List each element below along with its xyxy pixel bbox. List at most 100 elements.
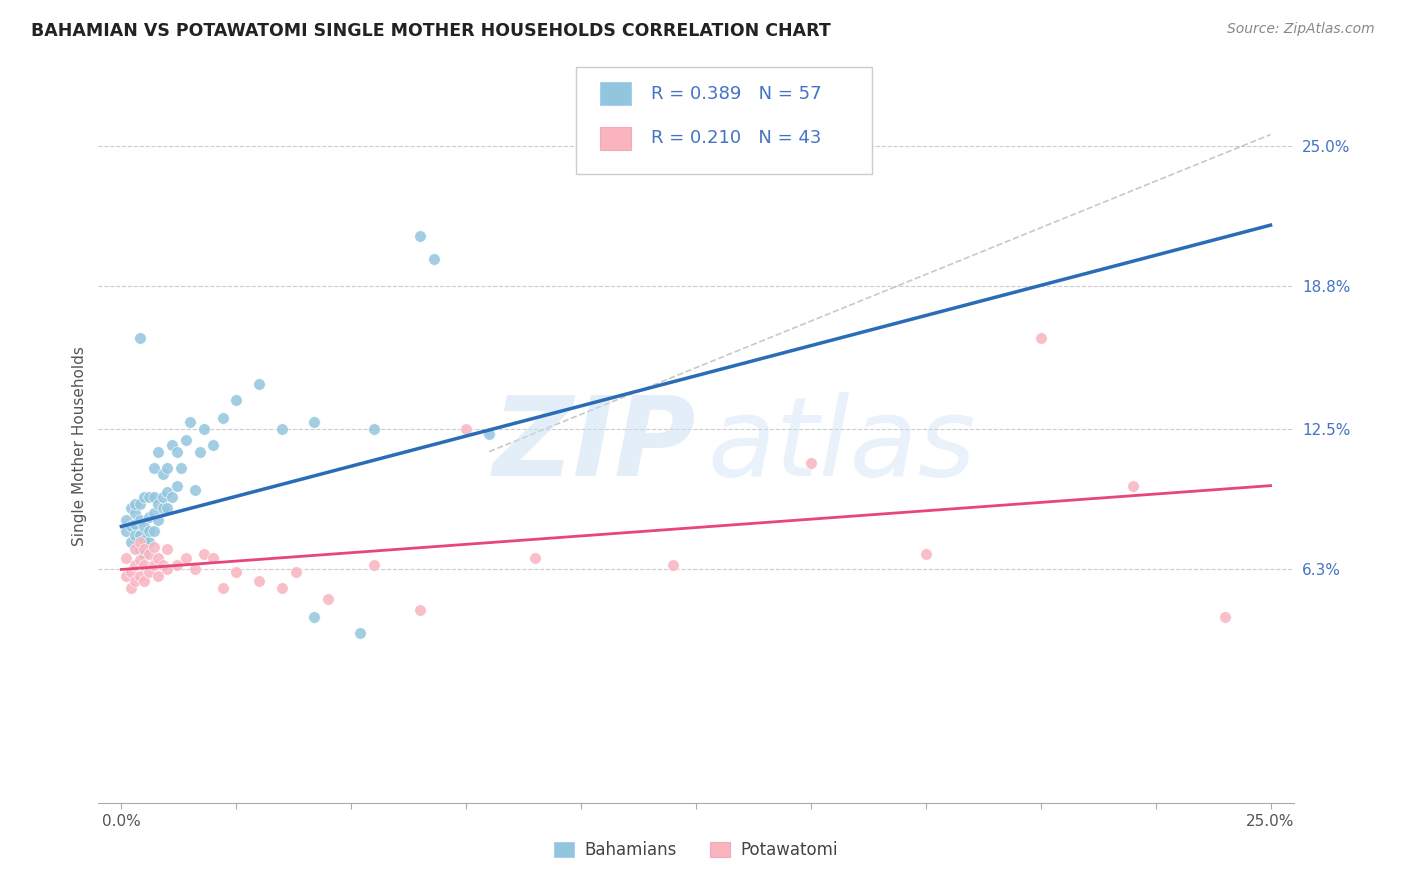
- Point: [124, 542, 146, 557]
- Point: [914, 547, 936, 561]
- Text: ZIP: ZIP: [492, 392, 696, 500]
- Y-axis label: Single Mother Households: Single Mother Households: [72, 346, 87, 546]
- Point: [184, 483, 207, 498]
- Point: [138, 535, 160, 549]
- Text: R = 0.210   N = 43: R = 0.210 N = 43: [651, 129, 821, 147]
- Point: [138, 510, 160, 524]
- Point: [152, 467, 174, 482]
- Point: [142, 460, 165, 475]
- Point: [160, 490, 183, 504]
- Point: [142, 524, 165, 538]
- Point: [134, 574, 156, 588]
- Point: [156, 485, 179, 500]
- Point: [160, 438, 183, 452]
- Text: R = 0.389   N = 57: R = 0.389 N = 57: [651, 85, 821, 103]
- Point: [1122, 478, 1144, 492]
- Point: [138, 490, 160, 504]
- Point: [271, 422, 294, 436]
- Point: [124, 528, 146, 542]
- Point: [120, 501, 142, 516]
- Point: [134, 558, 156, 572]
- Point: [142, 558, 165, 572]
- Point: [120, 535, 142, 549]
- Point: [179, 415, 201, 429]
- Point: [170, 460, 193, 475]
- Point: [304, 415, 326, 429]
- Point: [202, 438, 225, 452]
- Point: [115, 513, 138, 527]
- Point: [115, 524, 138, 538]
- Point: [156, 562, 179, 576]
- Text: Source: ZipAtlas.com: Source: ZipAtlas.com: [1227, 22, 1375, 37]
- Point: [120, 565, 142, 579]
- Point: [193, 422, 215, 436]
- Point: [120, 519, 142, 533]
- Point: [166, 444, 188, 458]
- Point: [456, 422, 478, 436]
- Point: [156, 460, 179, 475]
- Point: [285, 565, 308, 579]
- Text: BAHAMIAN VS POTAWATOMI SINGLE MOTHER HOUSEHOLDS CORRELATION CHART: BAHAMIAN VS POTAWATOMI SINGLE MOTHER HOU…: [31, 22, 831, 40]
- Point: [148, 569, 170, 583]
- Text: atlas: atlas: [709, 392, 977, 500]
- Point: [156, 501, 179, 516]
- Point: [1213, 610, 1236, 624]
- Point: [316, 591, 339, 606]
- Point: [188, 444, 211, 458]
- Point: [247, 574, 270, 588]
- Point: [174, 551, 197, 566]
- Point: [134, 519, 156, 533]
- Point: [202, 551, 225, 566]
- Point: [152, 558, 174, 572]
- Point: [225, 565, 247, 579]
- Point: [138, 524, 160, 538]
- Point: [128, 553, 150, 567]
- Point: [128, 528, 150, 542]
- Point: [142, 506, 165, 520]
- Point: [124, 497, 146, 511]
- Point: [124, 558, 146, 572]
- Point: [128, 542, 150, 557]
- Point: [128, 331, 150, 345]
- Point: [128, 569, 150, 583]
- Point: [124, 517, 146, 532]
- Point: [662, 558, 685, 572]
- Point: [166, 478, 188, 492]
- Point: [148, 444, 170, 458]
- Point: [138, 565, 160, 579]
- Point: [363, 422, 385, 436]
- Point: [349, 626, 371, 640]
- Point: [363, 558, 385, 572]
- Point: [211, 581, 233, 595]
- Point: [193, 547, 215, 561]
- Point: [524, 551, 547, 566]
- Point: [128, 513, 150, 527]
- Point: [247, 376, 270, 391]
- Point: [124, 506, 146, 520]
- Point: [174, 434, 197, 448]
- Point: [120, 581, 142, 595]
- Point: [409, 603, 432, 617]
- Point: [271, 581, 294, 595]
- Point: [184, 562, 207, 576]
- Legend: Bahamians, Potawatomi: Bahamians, Potawatomi: [548, 835, 844, 866]
- Point: [148, 513, 170, 527]
- Point: [1029, 331, 1052, 345]
- Point: [142, 540, 165, 554]
- Point: [152, 490, 174, 504]
- Point: [138, 547, 160, 561]
- Point: [800, 456, 823, 470]
- Point: [134, 542, 156, 557]
- Point: [478, 426, 501, 441]
- Point: [148, 497, 170, 511]
- Point: [409, 229, 432, 244]
- Point: [128, 535, 150, 549]
- Point: [423, 252, 446, 266]
- Point: [134, 490, 156, 504]
- Point: [225, 392, 247, 407]
- Point: [166, 558, 188, 572]
- Point: [148, 551, 170, 566]
- Point: [152, 501, 174, 516]
- Point: [134, 533, 156, 547]
- Point: [304, 610, 326, 624]
